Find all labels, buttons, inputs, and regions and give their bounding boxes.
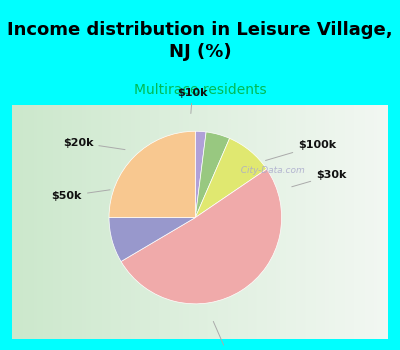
Text: Multirace residents: Multirace residents bbox=[134, 83, 266, 97]
Text: $50k: $50k bbox=[52, 190, 110, 201]
Text: Income distribution in Leisure Village,
NJ (%): Income distribution in Leisure Village, … bbox=[7, 21, 393, 61]
Text: $60k: $60k bbox=[213, 321, 244, 350]
Wedge shape bbox=[195, 132, 230, 218]
Wedge shape bbox=[195, 138, 267, 218]
Wedge shape bbox=[109, 218, 195, 261]
Text: $10k: $10k bbox=[177, 88, 208, 113]
Text: City-Data.com: City-Data.com bbox=[236, 166, 305, 175]
Wedge shape bbox=[121, 169, 282, 304]
Text: $30k: $30k bbox=[292, 170, 346, 187]
Wedge shape bbox=[195, 131, 206, 218]
Wedge shape bbox=[109, 131, 195, 218]
Text: $100k: $100k bbox=[266, 140, 336, 161]
Text: $20k: $20k bbox=[63, 138, 125, 149]
